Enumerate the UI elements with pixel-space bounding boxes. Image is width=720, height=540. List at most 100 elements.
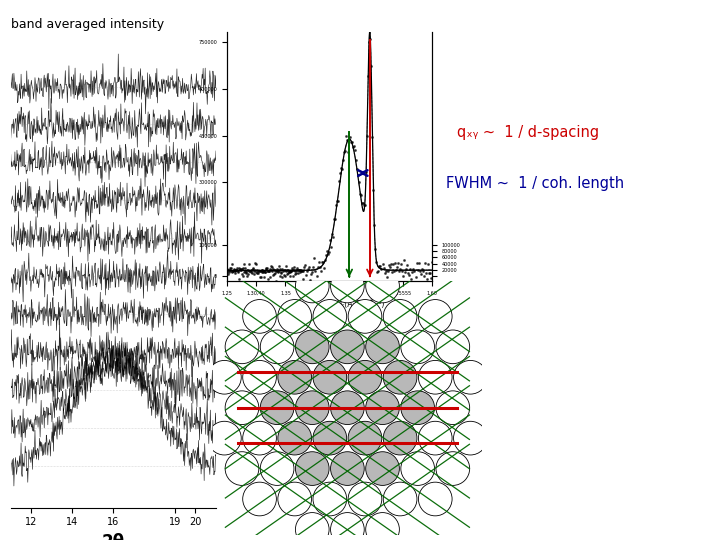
Point [240, 264, 251, 273]
Point [270, 267, 282, 275]
Point [249, 266, 261, 274]
Point [366, 133, 378, 141]
X-axis label: 2θ: 2θ [102, 533, 125, 540]
Point [253, 267, 264, 275]
Point [235, 265, 246, 273]
Point [251, 268, 263, 277]
Point [381, 272, 392, 281]
Point [382, 266, 393, 275]
Point [358, 200, 369, 209]
Point [409, 267, 420, 276]
Point [318, 264, 330, 273]
Point [373, 267, 384, 275]
Point [342, 136, 354, 145]
Point [413, 259, 424, 268]
Point [336, 165, 348, 173]
Point [414, 267, 426, 276]
Point [238, 264, 249, 273]
Point [328, 215, 340, 224]
Point [269, 268, 281, 277]
Point [361, 132, 373, 140]
Point [250, 260, 261, 268]
Point [338, 148, 350, 157]
Circle shape [207, 360, 241, 394]
Point [280, 261, 292, 270]
Point [261, 267, 273, 275]
Circle shape [278, 300, 312, 333]
Point [374, 262, 385, 271]
Point [297, 275, 309, 284]
Point [224, 264, 235, 273]
Circle shape [383, 300, 417, 333]
Point [388, 267, 400, 275]
Circle shape [436, 452, 469, 485]
Text: band averaged intensity: band averaged intensity [11, 18, 164, 31]
Circle shape [401, 452, 435, 485]
Circle shape [295, 512, 329, 540]
Point [317, 258, 328, 266]
Point [279, 272, 290, 280]
Circle shape [454, 360, 487, 394]
Point [252, 269, 264, 278]
Point [233, 264, 245, 273]
Point [257, 267, 269, 276]
Point [400, 265, 412, 274]
Point [419, 259, 431, 268]
Point [238, 267, 250, 276]
Point [269, 266, 281, 274]
Point [269, 266, 280, 275]
Point [273, 267, 284, 276]
Point [258, 266, 270, 275]
Point [364, 35, 376, 43]
Point [223, 268, 235, 276]
Point [232, 265, 243, 274]
Point [307, 262, 319, 271]
Point [248, 267, 260, 275]
Circle shape [366, 452, 400, 485]
Point [287, 266, 299, 274]
Point [266, 267, 278, 276]
Point [223, 265, 235, 274]
Point [278, 271, 289, 279]
Point [311, 272, 323, 280]
Point [292, 265, 304, 274]
Point [328, 233, 339, 241]
Point [264, 265, 276, 273]
Point [420, 269, 431, 278]
Point [323, 248, 335, 256]
Point [291, 264, 302, 272]
Circle shape [366, 512, 400, 540]
Point [266, 262, 277, 271]
Point [295, 266, 307, 274]
Point [222, 266, 233, 275]
Point [343, 133, 355, 142]
Point [412, 265, 423, 274]
Point [392, 259, 404, 268]
Point [341, 132, 352, 140]
Point [227, 267, 238, 275]
Point [240, 267, 252, 276]
Point [383, 261, 395, 269]
Point [252, 267, 264, 275]
Circle shape [243, 360, 276, 394]
Point [389, 259, 400, 268]
Point [225, 266, 236, 275]
Point [411, 259, 423, 267]
Circle shape [330, 512, 364, 540]
Point [297, 277, 308, 286]
Point [364, 38, 375, 46]
Point [349, 145, 361, 154]
Point [255, 272, 266, 281]
Point [226, 260, 238, 268]
Circle shape [330, 391, 364, 424]
Point [350, 155, 361, 164]
Point [236, 265, 248, 274]
Circle shape [436, 391, 469, 424]
Point [254, 273, 266, 282]
Point [274, 265, 286, 273]
Point [397, 272, 409, 281]
Circle shape [295, 452, 329, 485]
Point [261, 265, 272, 273]
Point [357, 199, 369, 207]
Point [402, 260, 413, 269]
